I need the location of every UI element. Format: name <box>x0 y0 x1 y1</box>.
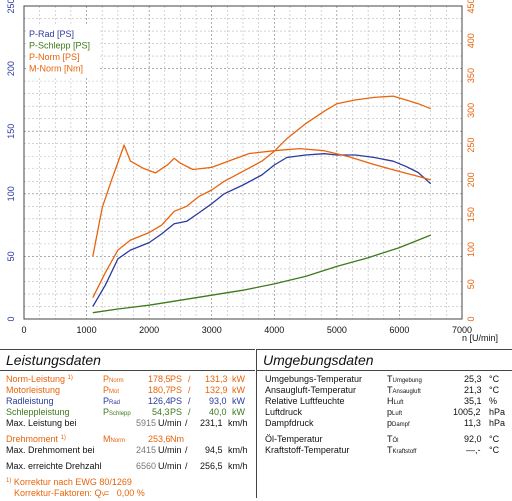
plot-frame <box>23 5 463 320</box>
row-korrektur: 1) Korrektur nach EWG 80/1269 <box>6 477 132 487</box>
y-right-tick-label: 150 <box>466 207 476 222</box>
y-left-tick-label: 200 <box>6 61 16 76</box>
y-right-tick-label: 50 <box>466 279 476 289</box>
row-ansaugluft-temperatur: Ansaugluft-Temperatur T Ansaugluft 21,3 °C <box>265 385 500 395</box>
series-line-1 <box>92 234 431 314</box>
row-norm-leistung: Norm-Leistung 1) P Norm 178,5 PS /131,3 kW <box>6 374 245 384</box>
panel-separator <box>256 370 257 498</box>
series-line-3 <box>92 144 431 257</box>
row-kraftstoff-temperatur: Kraftstoff-Temperatur T Kraftstoff —,- °C <box>265 445 500 455</box>
y-right-tick-label: 200 <box>466 172 476 187</box>
chart-grid <box>24 6 462 319</box>
y-left-tick-label: 100 <box>6 186 16 201</box>
leistungsdaten-title: Leistungsdaten <box>0 349 255 371</box>
legend-entry-2: P-Norm [PS] <box>29 52 80 62</box>
chart-series <box>92 95 432 314</box>
row-umgebungs-temperatur: Umgebungs-Temperatur T Umgebung 25,3 °C <box>265 374 500 384</box>
row-oel-temperatur: Öl-Temperatur T Öl 92,0 °C <box>265 434 500 444</box>
row-radleistung: Radleistung P Rad 126,4 PS /93,0 kW <box>6 396 245 406</box>
series-line-0 <box>92 153 432 307</box>
power-chart: 0 1000 2000 3000 4000 5000 6000 7000 0501001502… <box>6 0 498 343</box>
x-tick-label: 4000 <box>264 325 284 335</box>
legend-entry-3: M-Norm [Nm] <box>29 64 83 74</box>
legend-entry-1: P-Schlepp [PS] <box>29 41 90 51</box>
y-left-tick-label: 250 <box>6 0 16 14</box>
umgebungsdaten-title: Umgebungsdaten <box>256 349 512 371</box>
x-tick-label: 0 <box>21 325 26 335</box>
row-motorleistung: Motorleistung P Mot 180,7 PS /132,9 kW <box>6 385 245 395</box>
x-tick-label: 3000 <box>202 325 222 335</box>
y-left-tick-label: 0 <box>6 316 16 321</box>
legend-entry-0: P-Rad [PS] <box>29 29 74 39</box>
x-tick-label: 6000 <box>389 325 409 335</box>
y-right-tick-label: 450 <box>466 0 476 14</box>
row-dampfdruck: Dampfdruck p Dampf 11,3 hPa <box>265 418 506 428</box>
y-left-tick-label: 50 <box>6 251 16 261</box>
x-tick-labels: 0 1000 2000 3000 4000 5000 6000 7000 <box>21 325 472 335</box>
y-left-tick-label: 150 <box>6 124 16 139</box>
row-max-drehmoment: Max. Drehmoment bei 2415 U/min /94,5 km/h <box>6 445 248 455</box>
y-right-tick-label: 400 <box>466 33 476 48</box>
leistungsdaten-panel: Leistungsdaten Norm-Leistung 1) P Norm 17… <box>0 349 255 498</box>
x-axis-label: n [U/min] <box>462 333 498 343</box>
x-tick-label: 2000 <box>139 325 159 335</box>
y-right-tick-label: 100 <box>466 242 476 257</box>
row-drehmoment: Drehmoment 1) M Norm 253,6 Nm <box>6 434 184 444</box>
y-right-tick-label: 350 <box>466 68 476 83</box>
y-right-tick-label: 300 <box>466 103 476 118</box>
x-tick-label: 5000 <box>327 325 347 335</box>
row-max-drehzahl: Max. erreichte Drehzahl 6560 U/min /256,5… <box>6 461 248 471</box>
umgebungsdaten-panel: Umgebungsdaten Umgebungs-Temperatur T Umg… <box>256 349 512 498</box>
y-right-tick-label: 250 <box>466 138 476 153</box>
x-tick-label: 7000 <box>452 325 472 335</box>
y-right-tick-label: 0 <box>466 316 476 321</box>
y-left-tick-labels: 0 50 100 150 200 250 <box>6 0 16 322</box>
x-tick-label: 1000 <box>77 325 97 335</box>
series-line-2 <box>92 95 431 298</box>
row-luftdruck: Luftdruck p Luft 1005,2 hPa <box>265 407 506 417</box>
row-luftfeuchte: Relative Luftfeuchte H Luft 35,1% <box>265 396 498 406</box>
row-schleppleistung: Schleppleistung P Schlepp 54,3 PS /40,0 kW <box>6 407 245 417</box>
chart-legend: P-Rad [PS] P-Schlepp [PS]P-Norm [PS] M-Nor… <box>27 26 99 78</box>
row-max-leistung: Max. Leistung bei 5915 U/min /231,1 km/h <box>6 418 248 428</box>
y-right-tick-labels: 0 50 100 150 200 250 300 350 400 450 <box>466 0 476 322</box>
